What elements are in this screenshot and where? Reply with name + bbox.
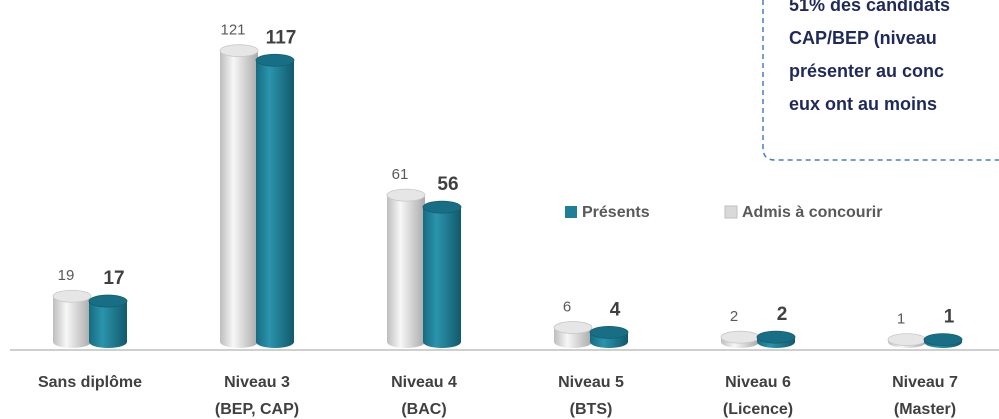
bar-top — [219, 44, 259, 58]
bar — [89, 301, 127, 348]
annotation-text: 51% des candidats — [789, 0, 950, 15]
legend-swatch — [724, 205, 738, 219]
x-tick-label: (BEP, CAP) — [215, 401, 299, 418]
data-label: 56 — [437, 174, 458, 195]
legend-swatch — [565, 206, 577, 218]
data-label: 1 — [897, 311, 905, 328]
data-label: 19 — [58, 267, 75, 284]
data-label: 4 — [610, 299, 621, 320]
data-label: 117 — [266, 27, 297, 48]
annotation-text: CAP/BEP (niveau — [789, 28, 937, 48]
x-tick-label: Niveau 6 — [725, 374, 791, 391]
bar-top — [756, 330, 796, 344]
x-tick-label: Sans diplôme — [38, 374, 142, 391]
data-label: 6 — [563, 299, 571, 316]
data-label: 2 — [730, 308, 738, 325]
x-tick-label: Niveau 3 — [224, 374, 290, 391]
x-tick-label: Niveau 5 — [558, 374, 624, 391]
bar-top — [88, 294, 128, 308]
bar-top — [589, 325, 629, 339]
data-label: 17 — [103, 268, 124, 289]
legend-label: Admis à concourir — [742, 204, 882, 221]
bar-top — [255, 53, 295, 67]
legend-label: Présents — [582, 204, 650, 221]
x-tick-label: (BTS) — [570, 401, 613, 418]
x-tick-label: (Master) — [894, 401, 956, 418]
bar — [387, 195, 425, 348]
bar-top — [887, 333, 927, 346]
data-label: 1 — [944, 307, 955, 328]
data-label: 2 — [777, 304, 788, 325]
bar-top — [386, 188, 426, 202]
x-tick-label: (BAC) — [401, 401, 446, 418]
bar — [53, 296, 91, 348]
annotation-text: eux ont au moins — [789, 94, 937, 114]
bar-top — [553, 321, 593, 334]
x-tick-label: Niveau 4 — [391, 374, 457, 391]
annotation-text: présenter au conc — [789, 61, 944, 81]
bar-top — [923, 333, 963, 346]
x-tick-label: (Licence) — [723, 401, 793, 418]
bar — [256, 60, 294, 349]
bar-top — [422, 200, 462, 214]
bar-top — [720, 330, 760, 344]
x-tick-label: Niveau 7 — [892, 374, 958, 391]
data-label: 121 — [220, 22, 245, 39]
annotation-box — [762, 0, 999, 161]
bar — [220, 50, 258, 349]
data-label: 61 — [392, 166, 409, 183]
bar-top — [52, 289, 92, 303]
bar — [423, 207, 461, 348]
